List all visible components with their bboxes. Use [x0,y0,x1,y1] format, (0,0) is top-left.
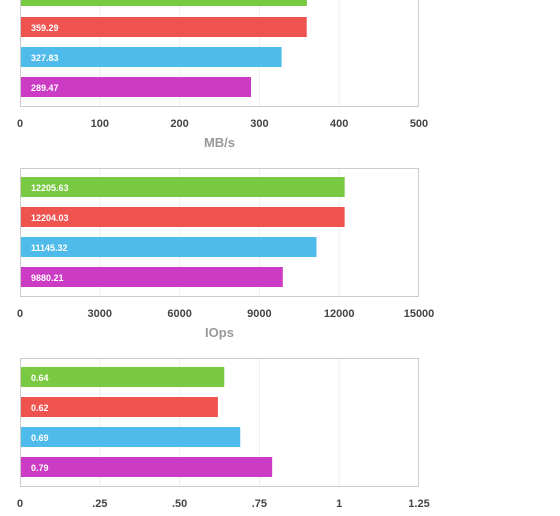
chart-2-bar-2 [21,207,345,227]
chart-2-x-axis-title: IOps [205,325,234,340]
chart-2-bar-1 [21,177,345,197]
chart-3-bar-3 [21,427,241,447]
chart-3-bar-2 [21,397,218,417]
chart-1-x-tick-label: 0 [17,118,23,130]
chart-3-bar-4 [21,457,273,477]
chart-3-x-tick-label: 1.25 [408,498,429,510]
chart-1-bar-2 [21,17,307,37]
chart-3-x-tick-label: .50 [172,498,187,510]
chart-3-bar-2-value-label: 0.62 [31,403,49,413]
chart-1-bar-1-value-label: 359.47 [31,0,59,2]
chart-1-x-tick-label: 200 [170,118,188,130]
chart-3-x-tick-label: 0 [17,498,23,510]
chart-1-x-axis-title: MB/s [204,135,235,150]
chart-3-bar-4-value-label: 0.79 [31,463,49,473]
chart-1-plot-frame [20,0,419,107]
chart-3-bar-1-value-label: 0.64 [31,373,49,383]
chart-2-x-tick-label: 12000 [324,308,355,320]
chart-1-x-tick-label: 300 [250,118,268,130]
chart-2-x-tick-label: 15000 [404,308,435,320]
chart-1-x-tick-label: 500 [410,118,428,130]
chart-1-bar-1 [21,0,307,6]
chart-2-x-tick-label: 0 [17,308,23,320]
chart-2-bar-4 [21,267,283,287]
chart-2-bar-3-value-label: 11145.32 [31,243,68,253]
chart-1-bar-3-value-label: 327.83 [31,53,59,63]
chart-1-bar-4-value-label: 289.47 [31,83,59,93]
chart-3-x-tick-label: .75 [252,498,267,510]
chart-3-x-tick-label: .25 [92,498,107,510]
chart-2-x-tick-label: 3000 [88,308,112,320]
chart-1-bar-4 [21,77,251,97]
chart-2-bar-4-value-label: 9880.21 [31,273,64,283]
chart-1-x-tick-label: 100 [91,118,109,130]
chart-1-bar-2-value-label: 359.29 [31,23,59,33]
chart-2-x-tick-label: 6000 [167,308,191,320]
chart-1-x-tick-label: 400 [330,118,348,130]
chart-2-bar-1-value-label: 12205.63 [31,183,69,193]
chart-2-bar-2-value-label: 12204.03 [31,213,69,223]
chart-2-x-tick-label: 9000 [247,308,271,320]
chart-2-plot-frame [20,168,419,297]
chart-3-x-tick-label: 1 [336,498,342,510]
chart-3-bar-3-value-label: 0.69 [31,433,49,443]
chart-2-bar-3 [21,237,317,257]
chart-3-plot-frame [20,358,419,487]
chart-1-bar-3 [21,47,282,67]
chart-3-bar-1 [21,367,225,387]
